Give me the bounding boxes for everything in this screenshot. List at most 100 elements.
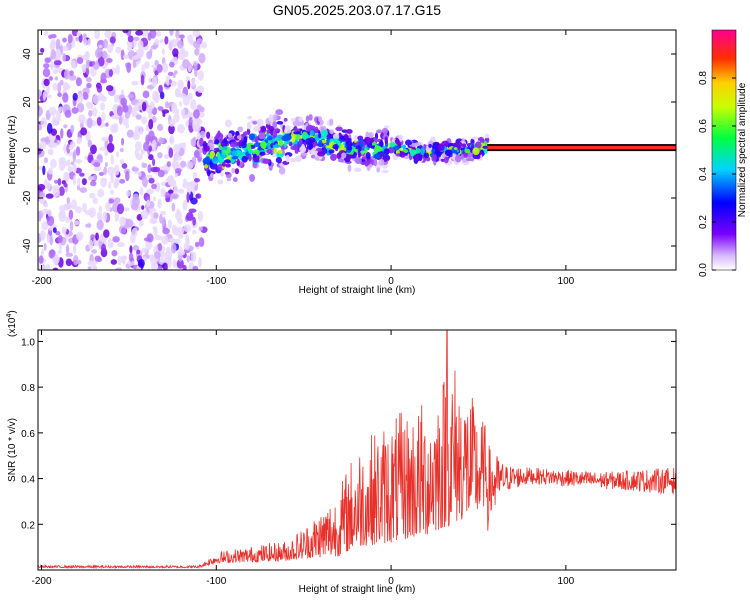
spectrogram-cell [100,178,108,183]
spectrogram-cell [175,88,181,94]
spectrogram-cell [122,118,129,126]
snr-panel: -200 -100 0 100 0.2 0.4 0.6 0.8 1.0 Height of st… [6,310,677,595]
spectrogram-cell [148,177,155,184]
spectrogram-cell [309,130,315,136]
spectrogram-cell [141,176,148,188]
spectrogram-cell [167,219,172,229]
spectrogram-cell [127,44,133,52]
spectrogram-cell [146,106,152,114]
snr-ticks: -200 -100 0 100 0.2 0.4 0.6 0.8 1.0 [21,330,676,587]
spectrogram-cell [96,219,104,231]
spectrogram-cell [126,62,132,74]
spectrogram-cell [156,63,163,73]
spectrogram-xtick-label: 100 [558,276,575,287]
spectrogram-cell [182,95,190,106]
spectrogram-cell [113,164,120,176]
spectrogram-cell [152,196,156,202]
spectrogram-cell [358,138,364,142]
spectrogram-cell [177,218,183,225]
spectrogram-cell [181,109,186,120]
spectrogram-cell [182,59,190,69]
spectrogram-cell [63,144,67,154]
spectrogram-cell [167,178,174,186]
spectrogram-cell [106,142,115,153]
spectrogram-cell [172,48,179,58]
spectrogram-cell [101,50,108,59]
spectrogram-cell [90,264,97,270]
spectrogram-cell [110,241,114,248]
spectrogram-cell [120,255,128,260]
spectrogram-cell [178,246,183,256]
spectrogram-cell [224,171,230,175]
spectrogram-cell [148,201,155,209]
spectrogram-cell [116,203,125,215]
spectrogram-cell [193,150,200,159]
spectrogram-cell [190,99,197,110]
spectrogram-cell [141,64,145,73]
spectrogram-cell [45,94,52,99]
spectrogram-xtick-label: 0 [388,276,394,287]
spectrogram-cell [148,118,154,130]
spectrogram-cell [49,236,54,246]
spectrogram-cell [49,226,53,231]
spectrogram-cell [146,199,151,208]
spectrogram-cell [384,136,388,145]
spectrogram-cell [183,224,192,233]
spectrogram-cell [67,33,73,44]
spectrogram-cell [98,205,103,213]
spectrogram-cell [143,237,152,242]
spectrogram-cell [188,208,197,213]
spectrogram-cell [87,266,92,270]
colorbar-tick-label: 0.4 [698,167,709,181]
spectrogram-cell [70,124,75,134]
spectrogram-cell [176,208,181,215]
spectrogram-cell [118,115,123,125]
spectrogram-cell [127,35,134,43]
spectrogram-cell [341,152,347,159]
spectrogram-cell [134,102,142,112]
spectrogram-cell [242,131,249,136]
spectrogram-cell [106,57,113,64]
spectrogram-cell [68,202,73,210]
spectrogram-cell [68,145,74,150]
spectrogram-cell [173,113,180,123]
colorbar-tick-label: 0.6 [698,119,709,133]
spectrogram-cell [192,216,196,226]
snr-xlabel: Height of straight line (km) [299,584,416,595]
spectrogram-cell [120,49,125,61]
spectrogram-cell [104,30,112,39]
spectrogram-cell [115,267,123,270]
spectrogram-cell [66,197,71,205]
spectrogram-cell [337,158,345,163]
spectrogram-cell [168,79,172,84]
spectrogram-cell [76,57,84,65]
spectrogram-cell [137,258,145,268]
spectrogram-cell [248,133,256,141]
spectrogram-cell [265,133,270,137]
spectrogram-cell [173,238,181,244]
spectrogram-cell [218,146,223,151]
spectrogram-cell [186,192,190,203]
spectrogram-cell [177,79,185,90]
spectrogram-cell [46,84,50,95]
spectrogram-cell [62,52,66,62]
spectrogram-cell [198,257,202,268]
spectrogram-cell [157,242,163,252]
colorbar-tick-label: 0.8 [698,71,709,85]
spectrogram-cell [272,121,278,128]
spectrogram-cell [108,69,113,77]
spectrogram-cell [191,229,197,235]
spectrogram-cell [471,143,475,150]
spectrogram-cell [106,85,114,92]
spectrogram-cell [90,144,97,155]
spectrogram-cell [125,170,130,182]
spectrogram-cell [197,70,205,81]
spectrogram-cell [52,227,57,233]
spectrogram-cell [328,149,335,154]
spectrogram-cell [293,143,299,149]
spectrogram-cell [392,145,400,151]
spectrogram-cell [443,156,449,164]
spectrogram-cell [236,135,242,140]
spectrogram-cell [141,205,145,210]
